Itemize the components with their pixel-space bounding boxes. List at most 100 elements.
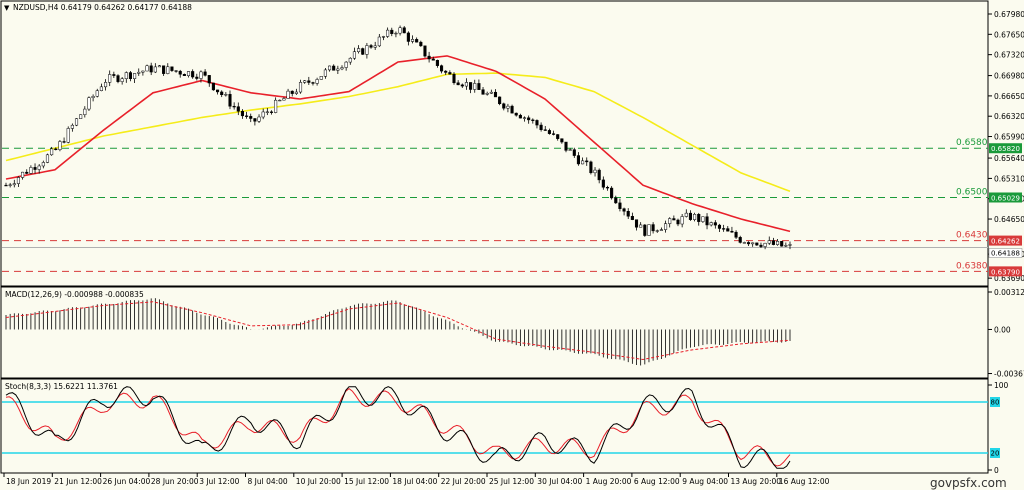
stoch-level-badge: [990, 397, 1000, 407]
price-tick-label: 0.66980: [994, 72, 1024, 81]
level-badge-label: 0.65820: [991, 145, 1020, 153]
macd-panel[interactable]: MACD(12,26,9) -0.000988 -0.000835 0.00312…: [5, 288, 1024, 379]
price-tick-label: 0.67320: [994, 51, 1024, 60]
candle-body: [444, 70, 448, 73]
stoch-panel[interactable]: Stoch(8,3,3) 15.6221 11.3761 100 0 80 20: [2, 381, 1009, 475]
candle-body: [630, 216, 634, 220]
candle-body: [70, 124, 74, 129]
candle-body: [352, 51, 356, 59]
macd-signal-line: [5, 301, 791, 361]
level-label: 0.6580: [956, 138, 988, 148]
candle-body: [104, 82, 108, 88]
candle-body: [203, 71, 207, 76]
candle-body: [294, 91, 298, 94]
candle-body: [141, 70, 145, 73]
price-tick-label: 0.65990: [994, 133, 1024, 142]
candle-body: [601, 179, 605, 188]
candle-body: [328, 65, 332, 71]
candle-body: [74, 118, 79, 126]
candle-body: [581, 160, 585, 165]
candle-body: [771, 240, 775, 245]
candle-body: [589, 161, 593, 174]
stoch-main-line: [5, 386, 791, 469]
chart-header-title: NZDUSD,H4 0.64179 0.64262 0.64177 0.6418…: [13, 3, 192, 12]
candle-body: [730, 230, 734, 233]
candle-body: [477, 83, 481, 90]
stoch-level-badge-label: 20: [991, 450, 1000, 458]
time-tick-label: 25 Jul 12:00: [489, 477, 534, 486]
candle-body: [50, 148, 54, 156]
candle-body: [240, 110, 244, 117]
candle-body: [419, 41, 423, 47]
candle-body: [66, 128, 70, 143]
candle-body: [514, 112, 518, 116]
candle-body: [423, 45, 427, 57]
candles: [4, 25, 792, 250]
candle-body: [738, 237, 742, 243]
candle-body: [618, 202, 622, 209]
level-badge: [989, 192, 1022, 203]
price-panel[interactable]: 0.67980 0.67650 0.67320 0.66980 0.66650 0.663…: [2, 10, 1024, 283]
candle-body: [489, 91, 493, 94]
candle-body: [261, 111, 265, 118]
stoch-tick-label: 0: [994, 466, 999, 475]
candle-body: [170, 66, 174, 71]
candle-body: [410, 39, 415, 42]
candle-body: [493, 91, 498, 98]
candle-body: [709, 222, 713, 226]
candle-body: [298, 82, 303, 93]
candle-body: [37, 165, 41, 170]
stoch-level-badge: [990, 448, 1000, 458]
candle-body: [543, 129, 547, 131]
symbol-dropdown-icon[interactable]: ▼: [4, 4, 10, 12]
candle-body: [137, 71, 141, 74]
stoch-panel-frame: [0, 378, 989, 474]
candle-body: [29, 167, 33, 174]
ma-fast-line: [5, 55, 791, 233]
candle-body: [269, 111, 274, 113]
candle-body: [734, 231, 738, 238]
candle-body: [755, 242, 759, 246]
level-badge: [989, 266, 1022, 277]
candle-body: [265, 111, 269, 113]
candle-body: [722, 228, 726, 230]
candle-body: [95, 90, 99, 97]
stoch-level-badge-label: 80: [991, 399, 1000, 407]
candle-body: [485, 93, 489, 95]
candle-body: [133, 73, 137, 79]
candle-body: [473, 83, 477, 90]
time-tick-label: 16 Aug 12:00: [779, 477, 830, 486]
candle-body: [767, 240, 771, 244]
candle-body: [124, 72, 128, 79]
candle-body: [54, 148, 58, 150]
time-tick-label: 22 Jul 20:00: [441, 477, 486, 486]
candle-body: [452, 73, 456, 84]
candle-body: [79, 114, 83, 119]
candle-body: [506, 105, 510, 109]
candle-body: [224, 94, 228, 96]
candle-body: [162, 65, 166, 74]
candle-body: [365, 45, 369, 55]
current-price-label: 0.64188: [991, 249, 1020, 257]
candle-body: [780, 241, 784, 247]
candle-body: [357, 48, 361, 52]
candle-body: [216, 89, 220, 93]
candle-body: [626, 210, 630, 217]
price-tick-label: 0.66320: [994, 112, 1024, 121]
price-panel-frame: [0, 0, 989, 287]
candle-body: [639, 224, 643, 228]
candle-body: [323, 69, 327, 77]
candle-body: [195, 76, 199, 79]
candle-body: [25, 171, 29, 174]
candle-body: [415, 39, 419, 43]
candle-body: [207, 75, 211, 84]
candle-body: [286, 90, 290, 99]
candle-body: [307, 80, 311, 83]
candle-body: [659, 229, 663, 231]
candle-body: [448, 72, 452, 75]
candle-body: [16, 177, 20, 184]
time-tick-label: 6 Aug 12:00: [634, 477, 680, 486]
price-tick-label: 0.66650: [994, 92, 1024, 101]
level-badge-label: 0.63790: [991, 268, 1020, 276]
